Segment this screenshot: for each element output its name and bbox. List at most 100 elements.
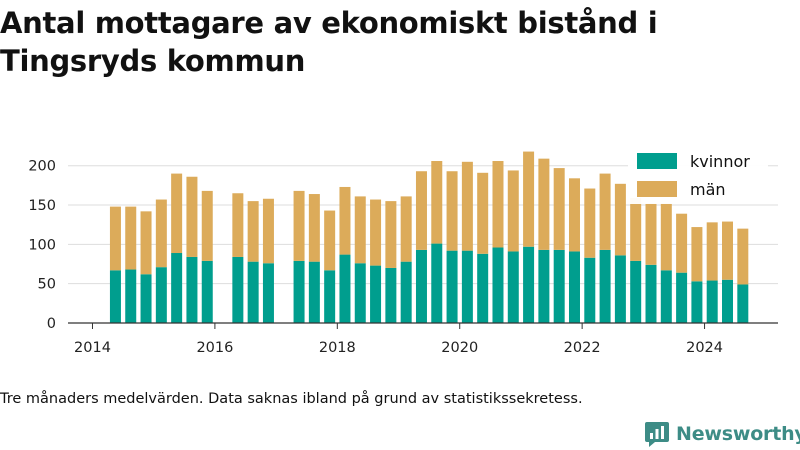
bar-kvinnor <box>385 267 397 323</box>
bar-man <box>324 210 336 271</box>
y-tick-label: 200 <box>28 159 56 175</box>
bar-kvinnor <box>492 247 504 323</box>
bar-kvinnor <box>584 257 596 323</box>
bar-man <box>109 206 121 271</box>
bar-man <box>125 206 137 270</box>
bar-man <box>171 173 183 254</box>
bar-man <box>553 168 565 250</box>
bar-man <box>370 199 382 266</box>
bar-kvinnor <box>477 253 489 323</box>
bar-kvinnor <box>247 261 259 323</box>
y-tick-label: 50 <box>38 277 56 293</box>
bar-man <box>155 199 167 268</box>
bar-man <box>262 198 274 264</box>
bar-man <box>293 190 305 261</box>
bar-kvinnor <box>614 255 626 323</box>
bar-kvinnor <box>599 249 611 323</box>
bar-kvinnor <box>676 272 688 323</box>
bar-kvinnor <box>737 284 749 323</box>
bar-kvinnor <box>308 261 320 323</box>
bar-man <box>737 228 749 285</box>
bar-kvinnor <box>691 281 703 323</box>
bar-man <box>385 201 397 268</box>
bar-kvinnor <box>370 265 382 323</box>
bar-kvinnor <box>324 270 336 323</box>
bar-man <box>247 201 259 262</box>
bar-kvinnor <box>538 249 550 323</box>
bars <box>109 151 749 323</box>
bar-kvinnor <box>645 264 657 323</box>
y-tick-label: 100 <box>28 237 56 253</box>
bar-kvinnor <box>568 251 580 323</box>
legend-swatch-kvinnor <box>637 153 677 169</box>
x-tick-label: 2022 <box>564 340 601 356</box>
bar-kvinnor <box>630 260 642 323</box>
bar-man <box>339 186 351 255</box>
bar-man <box>461 161 473 251</box>
bar-man <box>354 196 366 264</box>
bar-kvinnor <box>186 256 198 323</box>
bar-man <box>614 183 626 256</box>
bar-kvinnor <box>415 249 427 323</box>
bar-kvinnor <box>155 267 167 323</box>
bar-kvinnor <box>660 270 672 323</box>
bar-man <box>186 176 198 257</box>
bar-kvinnor <box>446 250 458 323</box>
bar-kvinnor <box>354 263 366 323</box>
newsworthy-logo-icon <box>645 422 669 447</box>
bar-kvinnor <box>262 263 274 323</box>
bar-man <box>676 213 688 273</box>
axes: 0 50 100 150 200 2014 2016 2018 2020 2022 2024 <box>28 159 778 356</box>
bar-kvinnor <box>400 261 412 323</box>
bar-man <box>706 222 718 281</box>
bar-kvinnor <box>507 251 519 323</box>
legend-label-kvinnor: kvinnor <box>690 152 750 171</box>
legend-swatch-man <box>637 181 677 197</box>
bar-man <box>201 190 213 261</box>
stacked-bar-chart: 0 50 100 150 200 2014 2016 2018 2020 2022 2024 kvi… <box>28 146 778 356</box>
bar-kvinnor <box>232 256 244 323</box>
bar-kvinnor <box>339 254 351 323</box>
bar-kvinnor <box>553 249 565 323</box>
bar-man <box>446 171 458 251</box>
bar-kvinnor <box>293 260 305 323</box>
bar-kvinnor <box>706 280 718 323</box>
bar-man <box>568 178 580 252</box>
bar-man <box>492 161 504 248</box>
bar-man <box>507 170 519 252</box>
bar-man <box>400 196 412 262</box>
bar-kvinnor <box>722 279 733 323</box>
bar-kvinnor <box>461 250 473 323</box>
bar-kvinnor <box>125 269 137 323</box>
bar-kvinnor <box>201 260 213 323</box>
newsworthy-brand[interactable]: Newsworthy <box>644 419 800 449</box>
bar-man <box>599 173 611 250</box>
bar-kvinnor <box>140 274 152 323</box>
bar-man <box>415 171 427 250</box>
y-tick-label: 0 <box>47 316 56 332</box>
chart-title: Antal mottagare av ekonomiskt bistånd i … <box>0 6 658 78</box>
bar-man <box>660 203 672 271</box>
legend: kvinnor män <box>628 146 768 204</box>
bar-man <box>232 193 244 257</box>
bar-man <box>523 151 535 247</box>
bar-man <box>477 172 489 254</box>
brand-name: Newsworthy <box>676 423 800 445</box>
bar-man <box>308 194 320 262</box>
bar-man <box>538 158 550 250</box>
bar-man <box>431 161 443 244</box>
y-tick-label: 150 <box>28 198 56 214</box>
bar-man <box>584 188 596 258</box>
bar-kvinnor <box>431 243 443 323</box>
x-tick-label: 2018 <box>319 340 356 356</box>
x-tick-label: 2024 <box>686 340 723 356</box>
x-tick-label: 2014 <box>74 340 111 356</box>
bar-man <box>630 197 642 261</box>
bar-man <box>140 211 152 275</box>
legend-label-man: män <box>690 180 726 199</box>
bar-man <box>722 221 733 280</box>
bar-man <box>645 203 657 265</box>
x-tick-label: 2016 <box>196 340 233 356</box>
bar-man <box>691 227 703 282</box>
x-tick-label: 2020 <box>441 340 478 356</box>
